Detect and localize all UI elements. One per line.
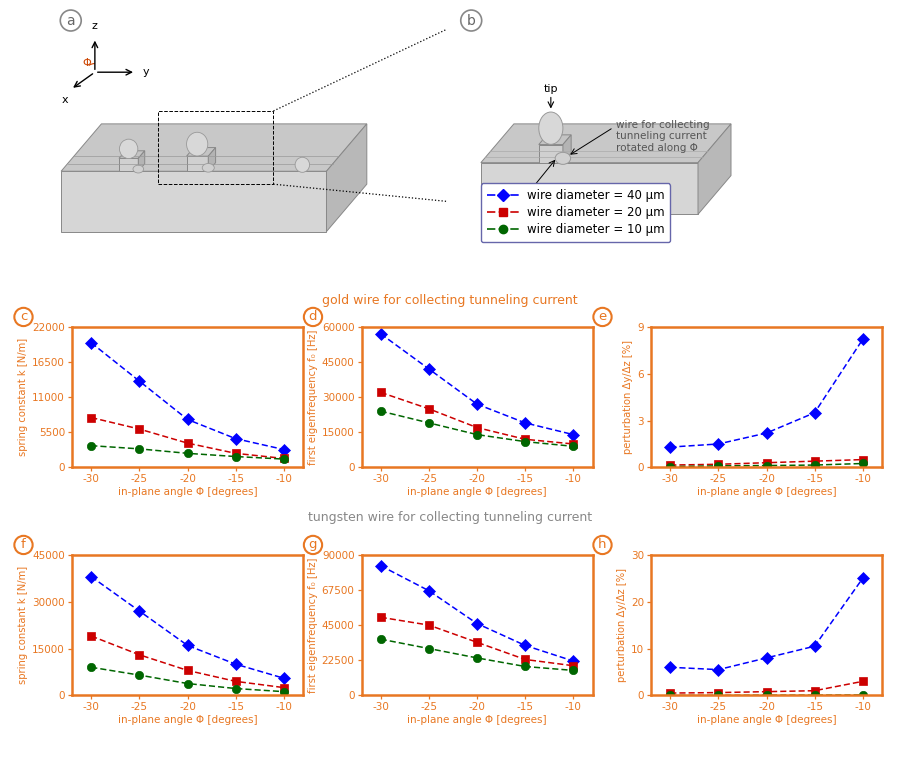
Text: f: f [21, 538, 26, 552]
Text: tip: tip [544, 84, 558, 93]
Text: x: x [61, 94, 68, 105]
Polygon shape [481, 163, 698, 214]
Y-axis label: first eigenfrequency f₀ [Hz]: first eigenfrequency f₀ [Hz] [308, 329, 318, 465]
Y-axis label: spring constant k [N/m]: spring constant k [N/m] [18, 566, 28, 684]
Polygon shape [539, 144, 562, 163]
Ellipse shape [295, 157, 310, 173]
X-axis label: in-plane angle Φ [degrees]: in-plane angle Φ [degrees] [407, 715, 547, 725]
X-axis label: in-plane angle Φ [degrees]: in-plane angle Φ [degrees] [697, 487, 836, 497]
Polygon shape [61, 124, 367, 171]
Text: h: h [598, 538, 607, 552]
Ellipse shape [539, 112, 562, 144]
Polygon shape [186, 156, 208, 171]
Text: d: d [309, 310, 317, 324]
Ellipse shape [133, 165, 144, 173]
Polygon shape [61, 171, 327, 232]
Y-axis label: first eigenfrequency f₀ [Hz]: first eigenfrequency f₀ [Hz] [308, 557, 318, 693]
Ellipse shape [553, 185, 566, 196]
Text: wire for collecting
tunneling current
rotated along Φ: wire for collecting tunneling current ro… [616, 119, 709, 153]
Text: Φ: Φ [82, 58, 91, 68]
Text: b: b [467, 14, 476, 27]
Polygon shape [562, 135, 572, 163]
Ellipse shape [120, 139, 138, 159]
Text: g: g [309, 538, 317, 552]
Ellipse shape [555, 152, 571, 164]
X-axis label: in-plane angle Φ [degrees]: in-plane angle Φ [degrees] [118, 487, 257, 497]
Y-axis label: perturbation Δy/Δz [%]: perturbation Δy/Δz [%] [624, 340, 634, 454]
Polygon shape [139, 150, 145, 171]
Polygon shape [481, 124, 731, 163]
Polygon shape [119, 158, 139, 171]
X-axis label: in-plane angle Φ [degrees]: in-plane angle Φ [degrees] [407, 487, 547, 497]
Text: e: e [598, 310, 607, 324]
Y-axis label: spring constant k [N/m]: spring constant k [N/m] [18, 338, 28, 456]
X-axis label: in-plane angle Φ [degrees]: in-plane angle Φ [degrees] [697, 715, 836, 725]
Polygon shape [539, 135, 572, 144]
Ellipse shape [202, 163, 214, 172]
Text: tungsten wire for collecting tunneling current: tungsten wire for collecting tunneling c… [308, 511, 592, 524]
Polygon shape [698, 124, 731, 214]
Y-axis label: perturbation Δy/Δz [%]: perturbation Δy/Δz [%] [616, 568, 626, 682]
Polygon shape [208, 147, 216, 171]
Ellipse shape [186, 132, 208, 156]
Text: a: a [67, 14, 75, 27]
Text: z: z [92, 21, 98, 31]
Text: c: c [20, 310, 27, 324]
X-axis label: in-plane angle Φ [degrees]: in-plane angle Φ [degrees] [118, 715, 257, 725]
Text: gold wire for collecting tunneling current: gold wire for collecting tunneling curre… [322, 294, 578, 308]
Polygon shape [327, 124, 367, 232]
Legend: wire diameter = 40 μm, wire diameter = 20 μm, wire diameter = 10 μm: wire diameter = 40 μm, wire diameter = 2… [481, 183, 670, 242]
Polygon shape [186, 147, 216, 156]
Polygon shape [119, 150, 145, 158]
Text: epoxy: epoxy [495, 196, 529, 207]
Text: y: y [143, 67, 149, 78]
